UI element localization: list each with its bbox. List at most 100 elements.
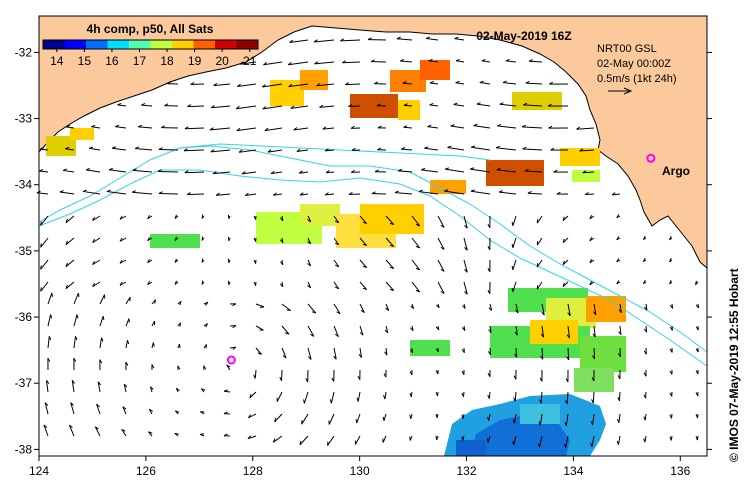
current-arrow — [444, 190, 465, 195]
current-arrow-head — [669, 257, 672, 263]
current-arrow-head — [121, 428, 126, 432]
current-arrow — [281, 347, 287, 359]
current-arrow-head — [562, 216, 565, 221]
current-arrow-head — [147, 281, 151, 286]
current-arrow-head — [184, 126, 189, 130]
current-arrow-head — [187, 104, 192, 108]
current-arrow-head — [589, 215, 593, 220]
current-arrow-head — [164, 103, 169, 107]
lon-tick-label: 134 — [563, 464, 583, 478]
current-arrow — [453, 103, 465, 107]
current-arrow-head — [279, 283, 284, 288]
current-arrow-head — [154, 299, 156, 304]
current-arrow — [356, 413, 361, 424]
current-arrow — [619, 325, 622, 335]
current-arrow — [488, 413, 491, 421]
current-arrow-head — [497, 123, 502, 127]
current-arrow-head — [350, 125, 355, 129]
current-arrow — [536, 281, 543, 290]
colorbar-tick-label: 19 — [188, 54, 202, 68]
current-arrow — [73, 314, 78, 327]
current-arrow-head — [289, 39, 294, 43]
current-arrow-head — [399, 58, 405, 62]
current-arrow — [455, 82, 465, 85]
current-arrow-head — [424, 146, 429, 149]
current-arrow-head — [617, 418, 620, 423]
current-arrow-head — [440, 224, 445, 228]
current-arrow-head — [642, 235, 646, 240]
current-arrow — [411, 281, 421, 293]
current-arrow — [299, 435, 309, 446]
current-arrow — [68, 424, 75, 437]
current-arrow — [426, 37, 439, 41]
current-arrow-head — [65, 146, 70, 150]
current-arrow-head — [223, 411, 228, 415]
current-arrow — [289, 39, 309, 44]
current-arrow-head — [336, 311, 341, 315]
current-arrow-head — [590, 421, 594, 426]
current-arrow-head — [476, 102, 481, 105]
current-arrow-head — [183, 148, 188, 152]
current-arrow-head — [134, 146, 140, 150]
current-arrow-head — [48, 336, 52, 341]
current-arrow-head — [223, 433, 228, 437]
current-arrow-head — [351, 169, 355, 173]
current-arrow-head — [617, 396, 620, 402]
current-arrow — [645, 325, 648, 333]
current-arrow-head — [279, 217, 284, 222]
current-arrow — [307, 259, 312, 267]
current-arrow-head — [384, 329, 389, 334]
current-arrow-head — [237, 83, 241, 87]
current-arrow-head — [524, 168, 529, 172]
current-arrow-head — [147, 237, 151, 242]
current-arrow — [249, 391, 257, 399]
current-arrow-head — [108, 167, 113, 171]
current-arrow — [190, 83, 205, 86]
current-arrow-head — [505, 58, 510, 62]
current-arrow — [262, 105, 283, 110]
current-arrow-head — [248, 414, 252, 419]
current-arrow — [644, 435, 647, 443]
current-arrow — [125, 340, 128, 349]
current-arrow-head — [377, 125, 382, 129]
current-arrow-head — [402, 81, 407, 84]
current-arrow-head — [244, 192, 249, 196]
sst-patch — [530, 320, 578, 344]
current-arrow — [479, 82, 491, 85]
current-arrow — [512, 281, 517, 292]
current-arrow — [184, 127, 205, 130]
sst-patch — [300, 204, 340, 226]
current-arrow-head — [176, 387, 180, 392]
current-arrow — [359, 281, 368, 290]
current-arrow-head — [523, 102, 528, 106]
current-arrow — [327, 435, 335, 446]
current-arrow-head — [403, 103, 408, 106]
colorbar-label: 4h comp, p50, All Sats — [87, 22, 214, 36]
current-arrow-head — [65, 262, 68, 267]
current-arrow-head — [401, 147, 406, 150]
current-arrow — [333, 303, 341, 314]
current-arrow-head — [310, 333, 315, 337]
current-arrow — [541, 347, 544, 360]
current-arrow-head — [616, 236, 620, 241]
current-arrow-head — [428, 58, 433, 62]
current-arrow-head — [435, 348, 439, 353]
current-arrow-head — [232, 346, 237, 350]
current-arrow-head — [174, 258, 177, 263]
current-arrow-head — [272, 438, 276, 443]
current-arrow — [39, 170, 49, 173]
current-arrow-head — [264, 127, 269, 131]
current-arrow-head — [333, 355, 337, 360]
sst-patch — [70, 128, 94, 140]
current-arrow-head — [356, 397, 359, 402]
sst-patch — [300, 70, 328, 90]
current-arrow-head — [618, 309, 622, 314]
current-arrow — [255, 303, 265, 308]
current-arrow — [418, 191, 439, 195]
current-arrow-head — [307, 263, 311, 267]
current-arrow — [489, 347, 492, 355]
current-arrow-head — [567, 312, 571, 317]
sst-patch — [512, 92, 562, 110]
current-arrow — [411, 259, 421, 271]
